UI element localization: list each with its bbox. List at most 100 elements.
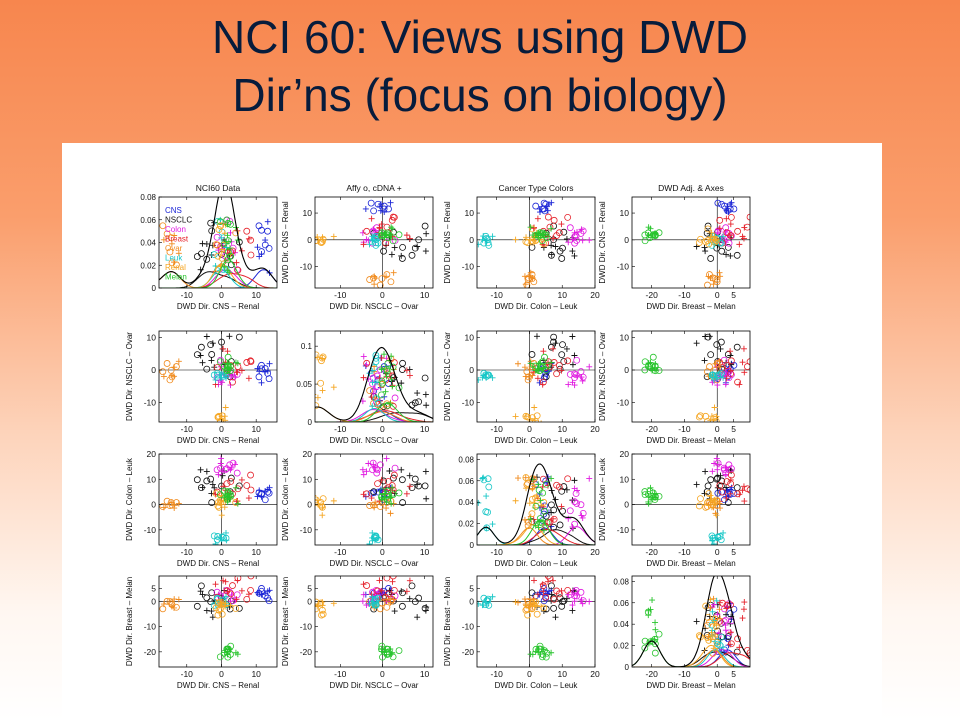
x-tick-label: -20 <box>646 290 659 300</box>
data-point-circle <box>579 597 587 605</box>
data-point-circle <box>550 333 558 341</box>
x-tick-label: -10 <box>678 547 691 557</box>
data-point-circle <box>566 371 574 378</box>
data-point-circle <box>533 610 541 618</box>
data-point-circle <box>723 362 731 369</box>
data-point-circle <box>229 378 236 386</box>
data-point-plus <box>720 233 727 240</box>
data-point-plus <box>360 241 367 248</box>
data-point-circle <box>264 488 271 496</box>
x-axis-label: DWD Dir. CNS – Renal <box>177 681 259 690</box>
y-tick-label: 0 <box>151 596 156 606</box>
data-point-circle <box>370 235 378 242</box>
data-point-plus <box>218 248 225 255</box>
data-point-plus <box>387 199 394 206</box>
data-point-circle <box>258 226 265 234</box>
data-point-circle <box>717 338 725 346</box>
data-point-circle <box>159 368 167 376</box>
data-point-circle <box>725 461 733 469</box>
data-point-circle <box>378 229 386 237</box>
y-tick-label: 0 <box>624 500 629 510</box>
data-point-circle <box>716 216 724 224</box>
data-point-plus <box>403 490 410 497</box>
x-tick-label: 5 <box>731 669 736 679</box>
data-point-plus <box>414 481 421 488</box>
data-point-plus <box>707 604 714 611</box>
data-point-circle <box>173 363 180 370</box>
data-point-plus <box>548 591 555 598</box>
data-point-plus <box>701 357 708 364</box>
panel-frame <box>476 575 596 668</box>
data-point-plus <box>371 386 378 393</box>
data-point-circle <box>319 495 327 503</box>
data-point-circle <box>255 373 263 381</box>
data-point-circle <box>203 594 211 602</box>
data-point-circle <box>539 582 547 589</box>
data-point-plus <box>711 421 713 422</box>
data-point-circle <box>536 515 544 522</box>
data-point-plus <box>398 380 405 387</box>
data-point-circle <box>233 469 241 477</box>
data-point-circle <box>712 237 720 244</box>
y-tick-label: 10 <box>465 208 475 218</box>
data-point-plus <box>366 600 373 607</box>
data-point-circle <box>398 602 406 610</box>
data-point-circle <box>366 276 374 283</box>
data-point-plus <box>512 497 519 504</box>
data-point-plus <box>569 236 576 243</box>
y-tick-label: 0.06 <box>458 477 474 486</box>
legend-entry: Leuk <box>165 254 183 263</box>
data-point-circle <box>210 251 218 258</box>
data-point-plus <box>702 468 709 475</box>
data-point-circle <box>717 536 725 544</box>
data-point-circle <box>373 469 381 477</box>
data-point-circle <box>387 278 395 286</box>
data-point-circle <box>224 353 232 361</box>
data-point-circle <box>399 499 406 506</box>
data-point-circle <box>373 466 381 474</box>
data-point-plus <box>212 541 219 545</box>
data-point-circle <box>641 358 649 366</box>
data-point-plus <box>362 205 369 212</box>
data-point-circle <box>216 653 224 661</box>
data-point-plus <box>710 595 717 602</box>
data-point-plus <box>586 237 593 244</box>
data-point-circle <box>232 499 240 506</box>
data-point-plus <box>359 466 366 473</box>
data-point-circle <box>193 602 201 610</box>
data-point-plus <box>391 608 398 615</box>
data-point-circle <box>197 250 205 257</box>
data-point-circle <box>193 253 201 260</box>
data-point-circle <box>705 240 713 248</box>
data-point-circle <box>378 391 385 399</box>
data-point-circle <box>707 351 715 359</box>
data-point-plus <box>422 607 429 614</box>
y-tick-label: 0 <box>307 235 312 245</box>
data-point-plus <box>406 472 413 479</box>
data-point-circle <box>573 500 581 507</box>
data-point-plus <box>226 269 233 276</box>
data-point-plus <box>534 591 541 598</box>
data-point-plus <box>714 611 721 618</box>
data-point-plus <box>711 233 718 240</box>
data-point-plus <box>233 259 240 266</box>
data-point-plus <box>728 361 735 368</box>
data-point-circle <box>399 243 406 251</box>
data-point-circle <box>319 610 327 618</box>
data-point-circle <box>727 232 735 239</box>
data-point-circle <box>577 501 585 509</box>
panel-r2-c2 <box>314 330 434 423</box>
data-point-circle <box>553 370 560 378</box>
data-point-circle <box>734 490 741 498</box>
y-tick-label: 0.06 <box>140 216 156 225</box>
data-point-plus <box>232 461 239 468</box>
y-tick-label: -10 <box>300 262 313 272</box>
data-point-plus <box>222 578 229 585</box>
data-point-circle <box>541 426 547 432</box>
data-point-circle <box>379 653 386 661</box>
data-point-plus <box>531 600 538 607</box>
data-point-circle <box>528 243 536 251</box>
data-point-circle <box>384 590 392 598</box>
data-point-plus <box>422 248 429 255</box>
